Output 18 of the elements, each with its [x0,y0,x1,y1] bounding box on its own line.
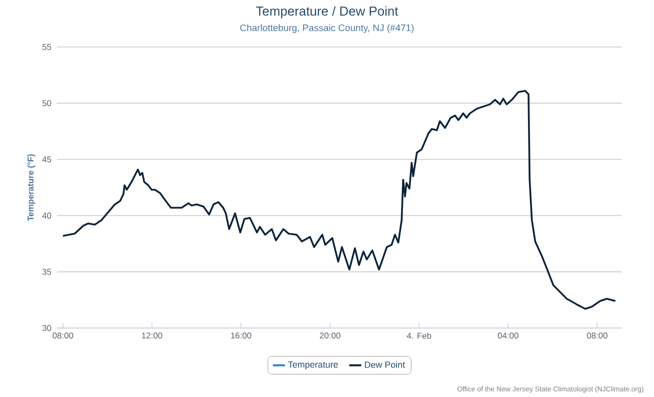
x-tick-label: 08:00 [52,332,74,339]
y-tick-label: 55 [42,44,52,50]
chart-subtitle: Charlotteburg, Passaic County, NJ (#471) [240,24,414,34]
y-tick-label: 45 [42,156,52,162]
x-tick-label: 20:00 [320,332,340,339]
y-tick-label: 30 [42,325,52,331]
chart-title: Temperature / Dew Point [256,6,398,18]
x-tick-label: 16:00 [231,332,252,339]
y-tick-label: 40 [42,212,52,219]
x-tick-label: 04:00 [498,332,518,339]
x-tick-label: 12:00 [142,332,162,339]
y-tick-label: 50 [42,100,52,106]
x-tick-label: 4. Feb [406,332,432,339]
y-tick-label: 35 [42,268,52,275]
x-tick-label: 08:00 [586,332,608,339]
legend-label: Dew Point [364,361,406,368]
y-axis-title: Temperature (°F) [27,154,36,222]
legend-label: Temperature [288,361,338,370]
